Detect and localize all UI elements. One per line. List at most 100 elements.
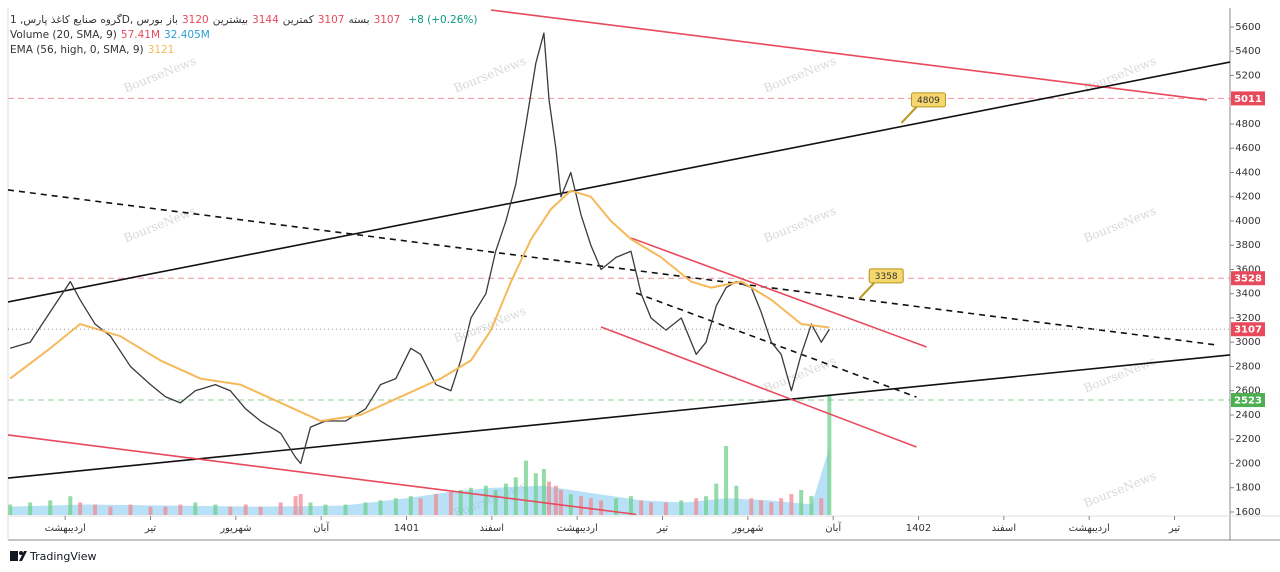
volume-bar bbox=[523, 460, 528, 515]
price-line bbox=[9, 32, 830, 465]
volume-bar bbox=[533, 473, 538, 515]
volume-bar bbox=[468, 487, 473, 515]
x-tick-label: تیر bbox=[656, 523, 669, 534]
y-tick-label: 2600 bbox=[1235, 386, 1260, 397]
price-box-label: 3107 bbox=[1234, 325, 1262, 336]
trendline bbox=[600, 326, 917, 448]
x-tick-label: اردیبهشت bbox=[1069, 523, 1110, 534]
volume-bar bbox=[734, 485, 739, 515]
price-box-label: 3528 bbox=[1234, 274, 1262, 285]
y-tick-label: 1600 bbox=[1235, 507, 1260, 518]
volume-bar bbox=[724, 446, 729, 515]
y-tick-label: 2800 bbox=[1235, 361, 1260, 372]
y-tick-label: 3000 bbox=[1235, 337, 1260, 348]
y-tick-label: 2000 bbox=[1235, 458, 1260, 469]
callout-box bbox=[910, 92, 946, 108]
y-tick-label: 5200 bbox=[1235, 70, 1260, 81]
y-tick-label: 2200 bbox=[1235, 434, 1260, 445]
logo-shape bbox=[19, 551, 23, 555]
volume-bar bbox=[363, 502, 368, 515]
volume-bar bbox=[433, 494, 438, 515]
volume-bar bbox=[308, 502, 313, 515]
volume-bar bbox=[93, 504, 98, 515]
y-tick-label: 1800 bbox=[1235, 483, 1260, 494]
volume-bar bbox=[243, 504, 248, 515]
x-tick-label: شهریور bbox=[219, 523, 251, 534]
volume-bar bbox=[694, 498, 699, 515]
x-tick-label: تیر bbox=[1168, 523, 1181, 534]
volume-bar bbox=[568, 494, 573, 515]
volume-bar bbox=[553, 485, 558, 515]
y-tick-label: 5400 bbox=[1235, 46, 1260, 57]
volume-bar bbox=[493, 489, 498, 515]
volume-bar bbox=[448, 492, 453, 515]
volume-bar bbox=[789, 494, 794, 515]
price-box bbox=[1231, 322, 1265, 337]
change: +8 (+0.26%) bbox=[408, 14, 478, 26]
volume-bar bbox=[779, 498, 784, 515]
logo: TradingView bbox=[10, 550, 96, 563]
volume-bar bbox=[193, 502, 198, 515]
volume-bar bbox=[408, 496, 413, 515]
price-box bbox=[1231, 393, 1265, 408]
y-tick-label: 4600 bbox=[1235, 143, 1260, 154]
volume-bar bbox=[483, 485, 488, 515]
x-tick-label: تیر bbox=[144, 523, 157, 534]
price-box bbox=[1231, 91, 1265, 106]
volume-bar bbox=[278, 502, 283, 515]
x-tick-label: اسفند bbox=[992, 523, 1016, 534]
header-row: گروه صنایع کاغذ پارس, 1D, بورس باز 3120 بیش… bbox=[10, 13, 481, 28]
volume-bar bbox=[541, 469, 546, 515]
volume-bar bbox=[258, 506, 263, 515]
ohlc-value: 3144 bbox=[252, 14, 279, 26]
volume-bar bbox=[827, 395, 832, 515]
volume-bar bbox=[28, 502, 33, 515]
volume-bar bbox=[614, 498, 619, 515]
volume-bar bbox=[513, 477, 518, 515]
volume-bar bbox=[649, 502, 654, 515]
symbol: گروه صنایع کاغذ پارس, 1D, بورس bbox=[10, 14, 163, 26]
x-tick-label: 1401 bbox=[394, 523, 419, 534]
volume-bar bbox=[809, 496, 814, 515]
price-box-label: 2523 bbox=[1234, 396, 1262, 407]
volume-bar bbox=[378, 500, 383, 515]
volume-bar bbox=[547, 481, 552, 515]
volume-bar bbox=[819, 498, 824, 515]
trendline bbox=[8, 61, 1230, 303]
y-tick-label: 2400 bbox=[1235, 410, 1260, 421]
ohlc-label: بیشترین bbox=[212, 14, 249, 26]
volume-bar bbox=[78, 502, 83, 515]
y-tick-label: 4400 bbox=[1235, 167, 1260, 178]
x-tick-label: 1402 bbox=[906, 523, 931, 534]
y-tick-label: 5600 bbox=[1235, 22, 1260, 33]
ohlc-value: 3107 bbox=[373, 14, 401, 26]
x-tick-label: شهریور bbox=[731, 523, 763, 534]
price-box bbox=[1231, 271, 1265, 286]
volume-bar bbox=[48, 500, 53, 515]
x-tick-label: آبان bbox=[825, 521, 842, 534]
volume-bar bbox=[323, 504, 328, 515]
trendline bbox=[635, 292, 917, 398]
volume-bar bbox=[588, 498, 593, 515]
callout-label: 3358 bbox=[875, 272, 898, 282]
y-tick-label: 3400 bbox=[1235, 289, 1260, 300]
x-tick-label: اسفند bbox=[480, 523, 504, 534]
volume-bar bbox=[628, 496, 633, 515]
volume-bar bbox=[558, 489, 563, 515]
volume-bar bbox=[228, 506, 233, 515]
volume-bar bbox=[418, 498, 423, 515]
volume-bar bbox=[769, 502, 774, 515]
volume-bar bbox=[68, 496, 73, 515]
y-tick-label: 4000 bbox=[1235, 216, 1260, 227]
ohlc-label: باز bbox=[166, 14, 178, 26]
volume-bar bbox=[639, 500, 644, 515]
volume-ma-last: 32.405M bbox=[164, 29, 210, 41]
ema-last: 3121 bbox=[147, 44, 175, 56]
ema-name: EMA (56, high, 0, SMA, 9) bbox=[10, 44, 144, 56]
y-tick-label: 3600 bbox=[1235, 264, 1260, 275]
volume-bar bbox=[298, 494, 303, 515]
ohlc: باز 3120 بیشترین 3144 کمترین 3107 بسته 3107 bbox=[167, 14, 405, 26]
